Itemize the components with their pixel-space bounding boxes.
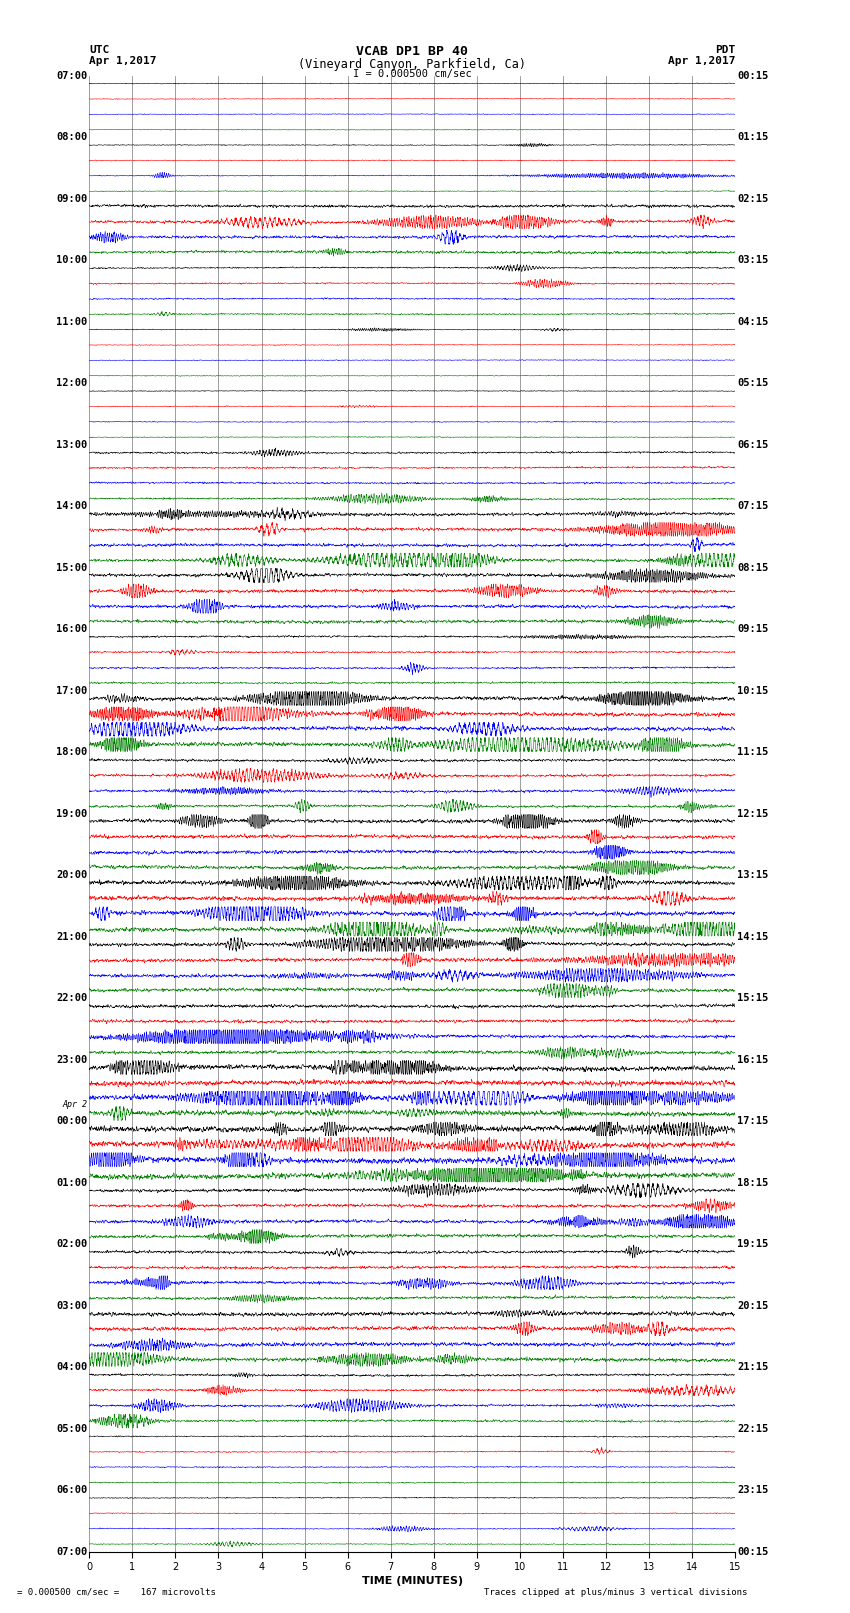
Text: 04:15: 04:15 <box>737 316 768 327</box>
Text: 02:15: 02:15 <box>737 194 768 203</box>
Text: VCAB DP1 BP 40: VCAB DP1 BP 40 <box>356 45 468 58</box>
Text: 09:00: 09:00 <box>56 194 88 203</box>
Text: 07:15: 07:15 <box>737 502 768 511</box>
Text: 22:15: 22:15 <box>737 1424 768 1434</box>
Text: 01:00: 01:00 <box>56 1177 88 1187</box>
Text: 21:00: 21:00 <box>56 932 88 942</box>
Text: 21:15: 21:15 <box>737 1363 768 1373</box>
Text: I = 0.000500 cm/sec: I = 0.000500 cm/sec <box>353 69 472 79</box>
Text: 08:15: 08:15 <box>737 563 768 573</box>
Text: 00:15: 00:15 <box>737 1547 768 1557</box>
Text: 17:00: 17:00 <box>56 686 88 695</box>
Text: 06:00: 06:00 <box>56 1486 88 1495</box>
Text: 03:00: 03:00 <box>56 1300 88 1311</box>
Text: 05:00: 05:00 <box>56 1424 88 1434</box>
Text: 14:00: 14:00 <box>56 502 88 511</box>
Text: 18:15: 18:15 <box>737 1177 768 1187</box>
Text: 05:15: 05:15 <box>737 379 768 389</box>
Text: 02:00: 02:00 <box>56 1239 88 1248</box>
Text: Traces clipped at plus/minus 3 vertical divisions: Traces clipped at plus/minus 3 vertical … <box>484 1587 748 1597</box>
Text: 04:00: 04:00 <box>56 1363 88 1373</box>
Text: 09:15: 09:15 <box>737 624 768 634</box>
Text: 15:00: 15:00 <box>56 563 88 573</box>
Text: 13:15: 13:15 <box>737 871 768 881</box>
Text: 10:00: 10:00 <box>56 255 88 265</box>
Text: 08:00: 08:00 <box>56 132 88 142</box>
Text: 07:00: 07:00 <box>56 1547 88 1557</box>
Text: 10:15: 10:15 <box>737 686 768 695</box>
Text: 14:15: 14:15 <box>737 932 768 942</box>
Text: Apr 1,2017: Apr 1,2017 <box>89 56 156 66</box>
Text: 16:15: 16:15 <box>737 1055 768 1065</box>
Text: 03:15: 03:15 <box>737 255 768 265</box>
Text: 22:00: 22:00 <box>56 994 88 1003</box>
Text: 13:00: 13:00 <box>56 440 88 450</box>
Text: PDT: PDT <box>715 45 735 55</box>
Text: 23:15: 23:15 <box>737 1486 768 1495</box>
Text: 19:15: 19:15 <box>737 1239 768 1248</box>
Text: 20:00: 20:00 <box>56 871 88 881</box>
Text: = 0.000500 cm/sec =    167 microvolts: = 0.000500 cm/sec = 167 microvolts <box>17 1587 216 1597</box>
Text: 16:00: 16:00 <box>56 624 88 634</box>
Text: 01:15: 01:15 <box>737 132 768 142</box>
Text: 20:15: 20:15 <box>737 1300 768 1311</box>
Text: 23:00: 23:00 <box>56 1055 88 1065</box>
Text: 15:15: 15:15 <box>737 994 768 1003</box>
Text: 00:15: 00:15 <box>737 71 768 81</box>
Text: Apr 1,2017: Apr 1,2017 <box>668 56 735 66</box>
Text: 06:15: 06:15 <box>737 440 768 450</box>
Text: 00:00: 00:00 <box>56 1116 88 1126</box>
Text: 19:00: 19:00 <box>56 808 88 819</box>
Text: 12:15: 12:15 <box>737 808 768 819</box>
Text: 11:15: 11:15 <box>737 747 768 756</box>
X-axis label: TIME (MINUTES): TIME (MINUTES) <box>362 1576 462 1586</box>
Text: 17:15: 17:15 <box>737 1116 768 1126</box>
Text: Apr 2: Apr 2 <box>62 1100 88 1110</box>
Text: (Vineyard Canyon, Parkfield, Ca): (Vineyard Canyon, Parkfield, Ca) <box>298 58 526 71</box>
Text: 12:00: 12:00 <box>56 379 88 389</box>
Text: 11:00: 11:00 <box>56 316 88 327</box>
Text: 18:00: 18:00 <box>56 747 88 756</box>
Text: UTC: UTC <box>89 45 110 55</box>
Text: 07:00: 07:00 <box>56 71 88 81</box>
